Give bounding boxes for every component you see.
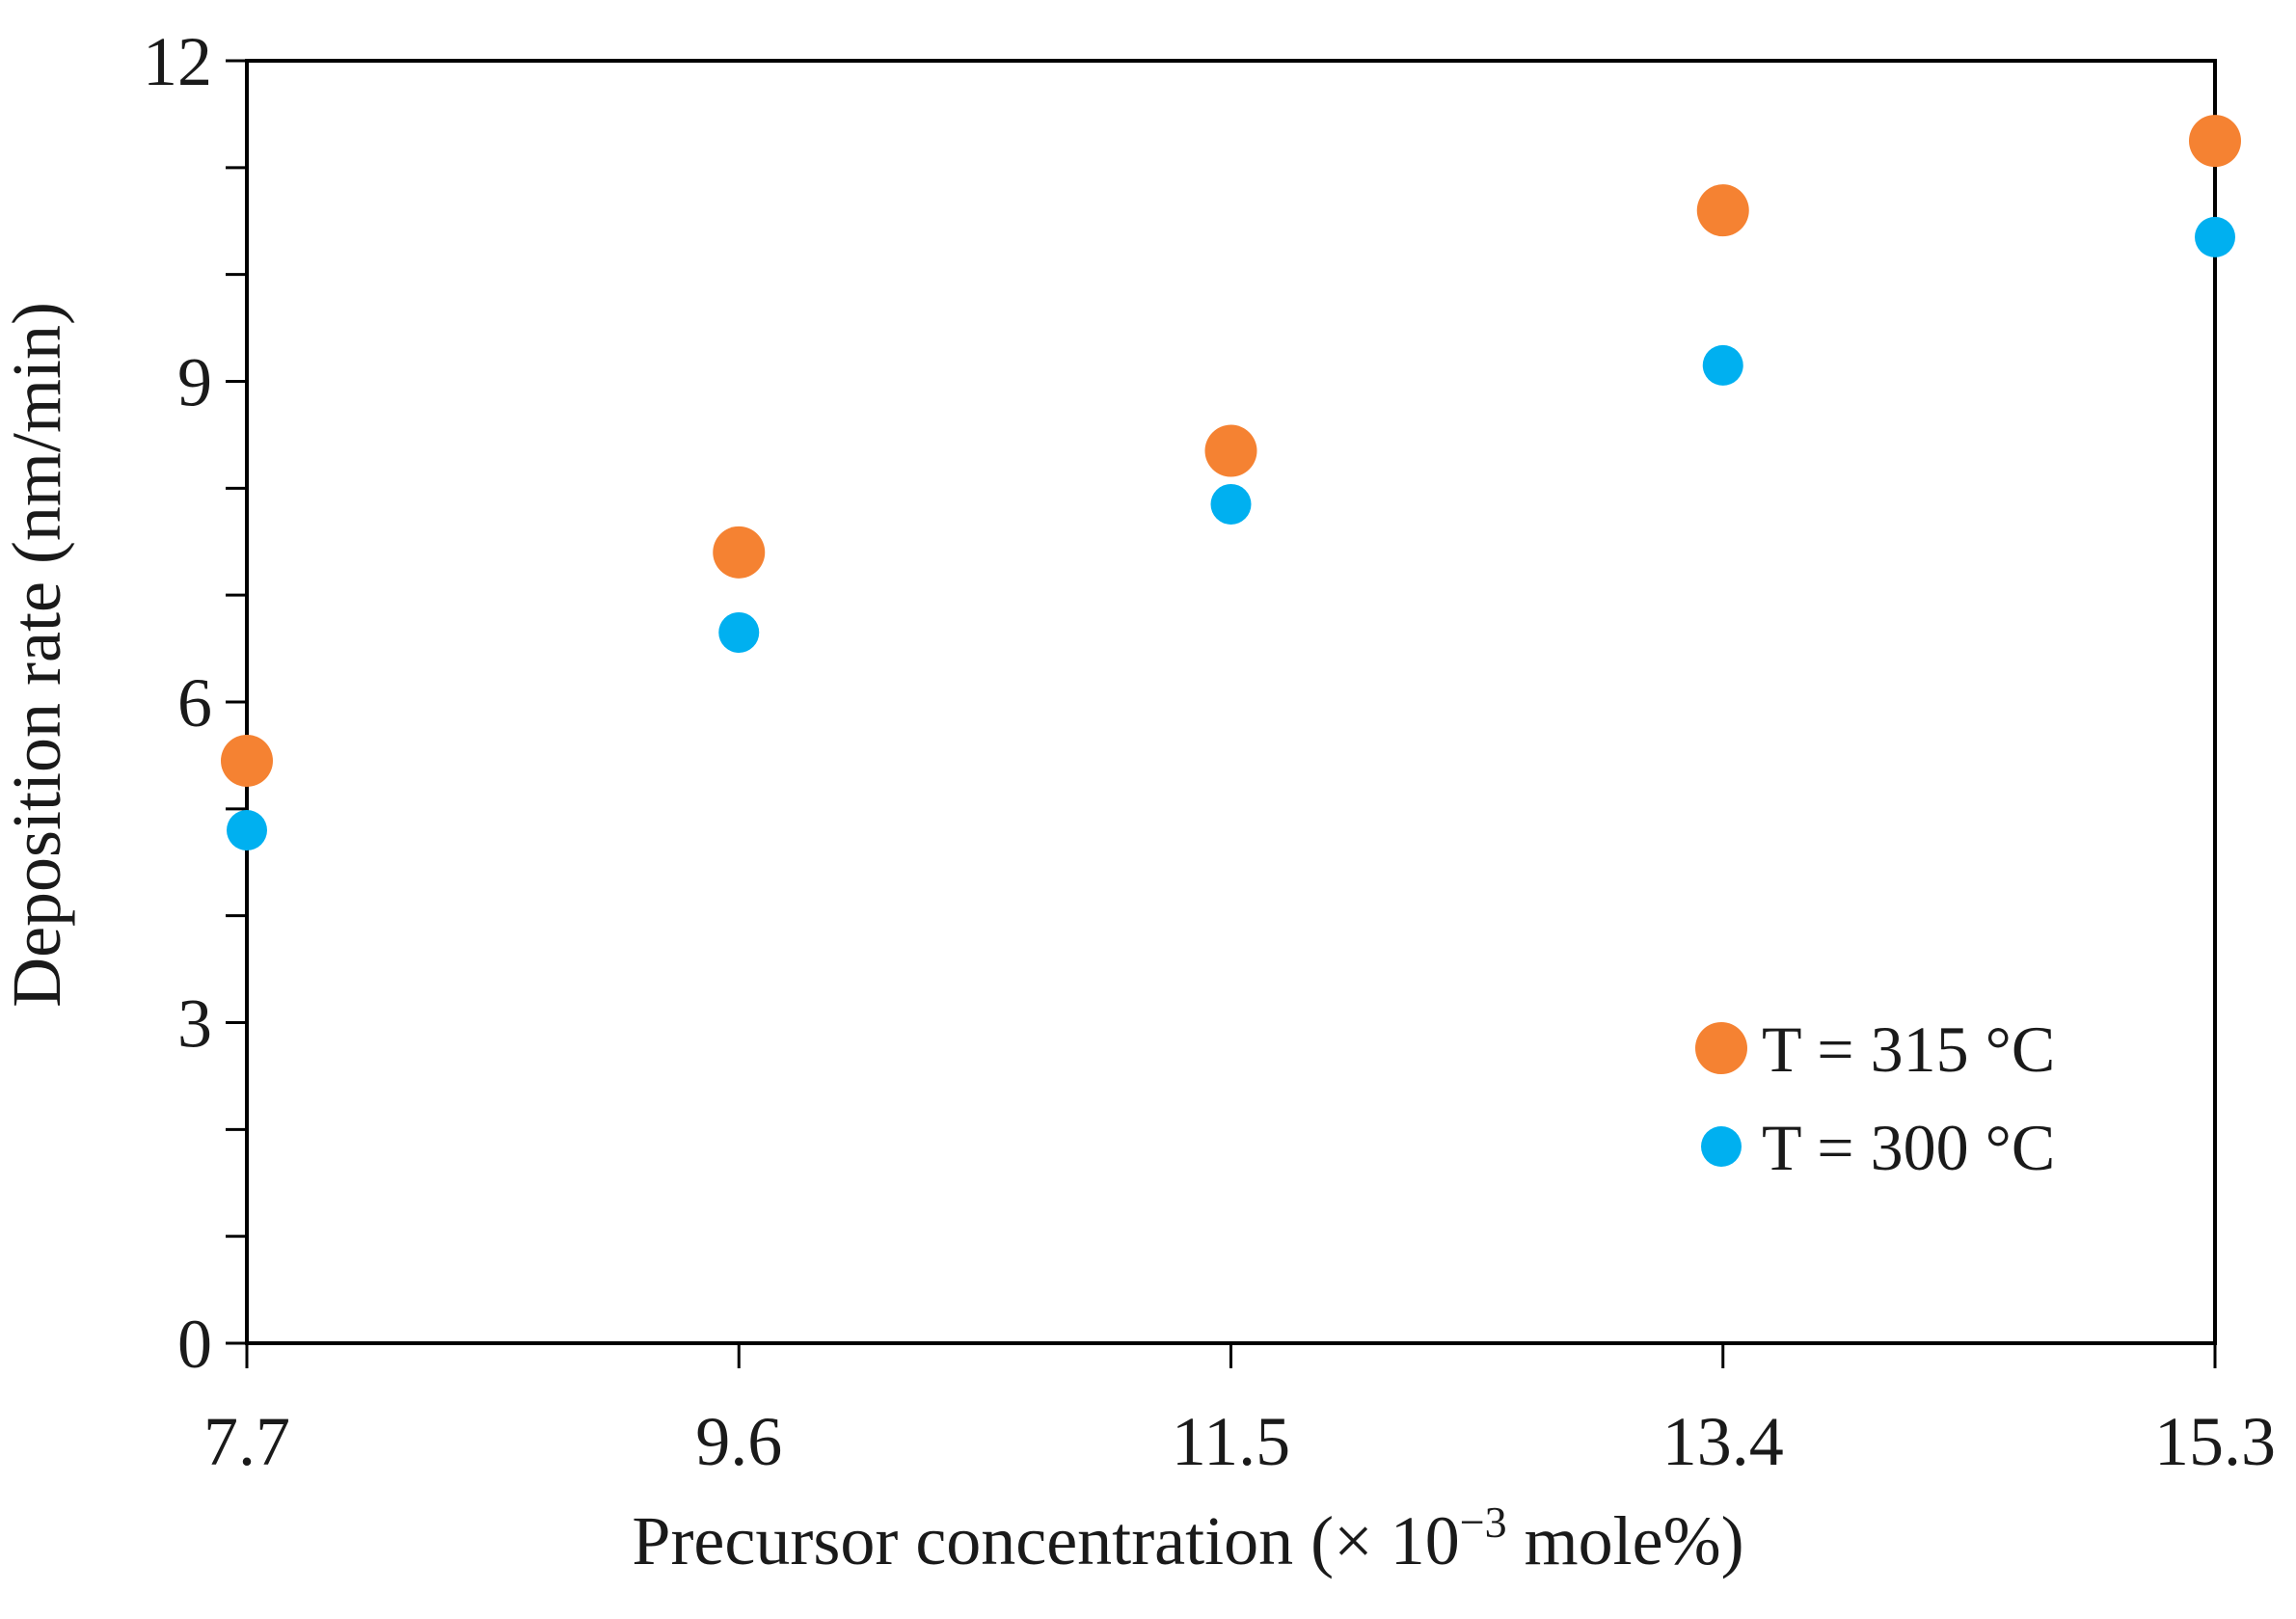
x-axis-title-unit: mole%): [1507, 1502, 1744, 1579]
data-point: [227, 810, 267, 850]
y-axis-title: Deposition rate (nm/min): [0, 302, 75, 1008]
data-point: [713, 526, 766, 579]
x-tick-label: 11.5: [1172, 1403, 1290, 1480]
y-tick-label: 3: [177, 985, 212, 1063]
x-tick-label: 9.6: [695, 1403, 782, 1480]
x-axis-ticks: 7.7 9.6 11.5 13.4 15.3: [203, 1343, 2276, 1480]
data-point: [2195, 216, 2235, 257]
x-axis-title: Precursor concentration (× 10−3 mole%): [632, 1498, 1743, 1579]
x-axis-title-main: Precursor concentration (× 10: [632, 1502, 1459, 1579]
y-tick-label: 9: [177, 344, 212, 421]
data-points: [221, 115, 2241, 850]
y-tick-label: 12: [143, 23, 212, 100]
y-tick-label: 0: [177, 1306, 212, 1383]
legend-label: T = 315 °C: [1762, 1012, 2055, 1086]
x-tick-label: 15.3: [2154, 1403, 2276, 1480]
data-point: [221, 734, 273, 787]
x-tick-label: 13.4: [1662, 1403, 1784, 1480]
legend-marker: [1695, 1022, 1747, 1074]
legend-label: T = 300 °C: [1762, 1111, 2055, 1184]
y-tick-label: 6: [177, 664, 212, 742]
y-axis-ticks: 0 3 6 9 12: [143, 23, 247, 1383]
legend: T = 315 °C T = 300 °C: [1695, 1012, 2055, 1184]
data-point: [1210, 483, 1252, 525]
data-point: [2189, 115, 2241, 168]
x-tick-label: 7.7: [203, 1403, 290, 1480]
x-axis-title-exponent: −3: [1460, 1498, 1507, 1547]
data-point: [1204, 424, 1257, 477]
data-point: [718, 611, 760, 653]
series-group: [221, 115, 2241, 787]
legend-marker: [1701, 1126, 1742, 1167]
data-point: [1702, 344, 1743, 386]
series-group: [227, 216, 2235, 850]
data-point: [1696, 184, 1749, 237]
